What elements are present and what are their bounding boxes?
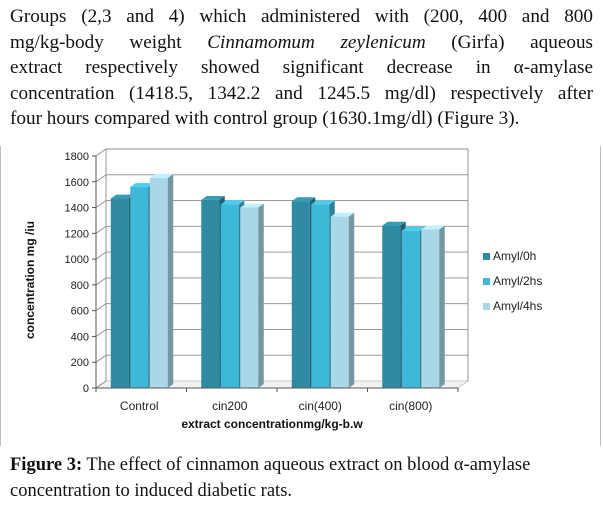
bar-top-3-1 bbox=[149, 174, 174, 178]
gridline-side bbox=[95, 329, 107, 337]
bar-1-2 bbox=[201, 199, 220, 388]
gridline-side bbox=[95, 174, 107, 183]
x-axis-title: extract concentrationmg/kg-b.w bbox=[181, 417, 363, 431]
x-tick-label: cin(400) bbox=[299, 399, 342, 413]
bar-3-2 bbox=[240, 207, 259, 388]
gridline-side bbox=[95, 148, 107, 157]
gridline-side bbox=[95, 251, 107, 260]
species-name: Cinnamomum zeylenicum bbox=[207, 31, 426, 53]
paragraph-line-1: Groups (2,3 and 4) which administered wi… bbox=[10, 6, 593, 27]
bar-2-4 bbox=[401, 230, 420, 388]
bar-top-2-2 bbox=[220, 200, 245, 205]
y-tick-label: 800 bbox=[71, 280, 89, 292]
paragraph-line-2: mg/kg-body weight Cinnamomum zeylenicum … bbox=[10, 30, 593, 56]
legend-label: Amyl/0h bbox=[493, 249, 536, 263]
y-tick-label: 1200 bbox=[65, 228, 89, 240]
x-tick-label: Control bbox=[120, 399, 159, 413]
bar-top-1-1 bbox=[110, 194, 135, 199]
bar-3-4 bbox=[421, 229, 440, 388]
figure-3: 0 200 400 600 800 1000 1200 1400 1600 1800 Control… bbox=[0, 146, 601, 446]
y-tick-label: 600 bbox=[71, 306, 89, 318]
bar-top-2-3 bbox=[311, 200, 335, 205]
gridline-side bbox=[95, 225, 107, 234]
legend-label: Amyl/4hs bbox=[493, 299, 542, 313]
paragraph-line-2-end: (Girfa) aqueous bbox=[425, 31, 594, 53]
y-tick-label: 1400 bbox=[65, 203, 89, 215]
amylase-bar-chart: 0 200 400 600 800 1000 1200 1400 1600 1800 Control… bbox=[23, 148, 542, 431]
bar-top-3-4 bbox=[421, 225, 445, 230]
y-tick-label: 1800 bbox=[65, 151, 89, 163]
bar-top-3-2 bbox=[240, 203, 264, 208]
figure-caption-text: The effect of cinnamon aqueous extract o… bbox=[10, 455, 531, 501]
bar-3-1 bbox=[149, 177, 168, 388]
legend-label: Amyl/2hs bbox=[493, 274, 542, 288]
body-paragraph: Groups (2,3 and 4) which administered wi… bbox=[10, 4, 593, 132]
paragraph-line-5: four hours compared with control group (… bbox=[10, 108, 520, 130]
figure-caption-label: Figure 3: bbox=[10, 455, 83, 475]
legend-swatch bbox=[483, 303, 490, 310]
y-tick-label: 0 bbox=[83, 383, 89, 395]
bar-2-2 bbox=[220, 204, 239, 388]
bar-1-1 bbox=[110, 198, 129, 388]
bar-1-3 bbox=[291, 201, 310, 388]
paragraph-line-4: concentration (1418.5, 1342.2 and 1245.5… bbox=[10, 82, 593, 104]
bar-top-1-3 bbox=[291, 197, 316, 202]
bar-side-3-2 bbox=[258, 203, 264, 388]
bar-top-2-4 bbox=[401, 226, 426, 231]
y-tick-label: 1600 bbox=[65, 177, 89, 189]
gridline-side bbox=[95, 354, 107, 363]
y-tick-label: 400 bbox=[71, 331, 89, 343]
gridline-side bbox=[95, 303, 107, 312]
x-tick-label: cin200 bbox=[212, 399, 248, 413]
bar-top-2-1 bbox=[130, 183, 154, 187]
bar-3-3 bbox=[330, 216, 349, 388]
paragraph-line-2-start: mg/kg-body weight bbox=[10, 31, 208, 53]
figure-caption: Figure 3: The effect of cinnamon aqueous… bbox=[10, 452, 593, 504]
bar-2-1 bbox=[130, 186, 149, 388]
y-tick-label: 1000 bbox=[65, 254, 89, 266]
paragraph-line-3: extract respectively showed significant … bbox=[10, 57, 593, 79]
bar-side-3-4 bbox=[439, 225, 445, 388]
gridline-side bbox=[95, 380, 107, 389]
bar-side-3-1 bbox=[167, 174, 174, 388]
bar-top-3-3 bbox=[330, 212, 355, 217]
bar-side-3-3 bbox=[348, 212, 355, 388]
bar-top-1-4 bbox=[382, 221, 406, 226]
legend-swatch bbox=[483, 278, 490, 285]
y-tick-label: 200 bbox=[71, 357, 89, 369]
bar-1-4 bbox=[382, 225, 401, 388]
gridline-side bbox=[95, 277, 107, 286]
x-tick-label: cin(800) bbox=[389, 399, 432, 413]
gridline-side bbox=[95, 200, 107, 208]
bar-2-3 bbox=[311, 204, 330, 388]
legend-swatch bbox=[483, 253, 490, 260]
bar-top-1-2 bbox=[201, 195, 225, 200]
y-axis-title: concentration mg /iu bbox=[23, 221, 37, 339]
